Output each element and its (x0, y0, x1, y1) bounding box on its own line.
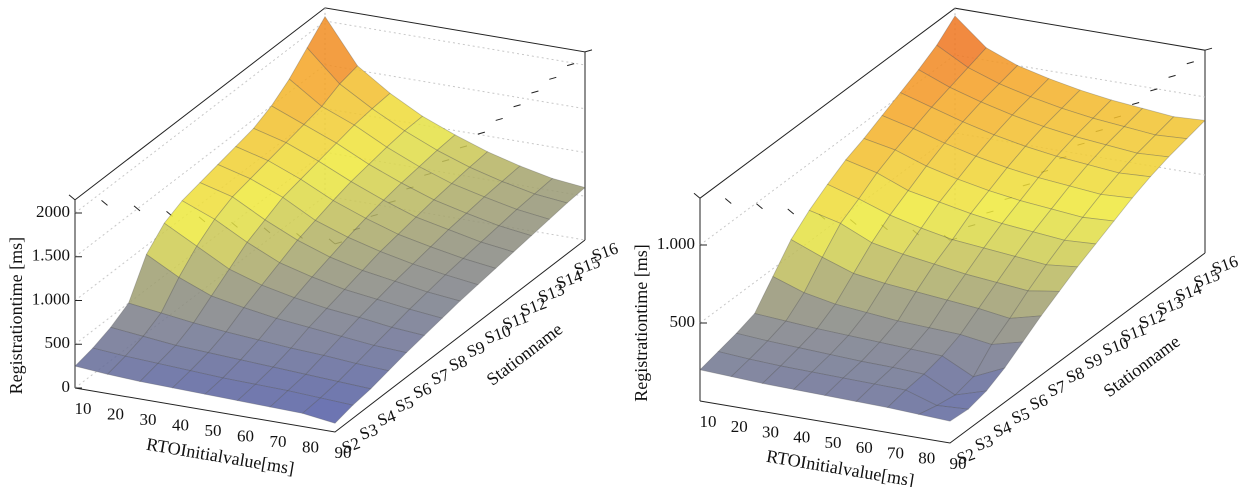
surface-cell (480, 225, 533, 253)
x-tick-label: 40 (172, 415, 189, 434)
tick-mark (531, 90, 539, 94)
surface-plot: 0 500 1.000 1.500 2000 10 20 30 40 50 60 70 80 90S2S3… (6, 7, 621, 478)
x-tick-label: 70 (270, 432, 287, 451)
z-tick-label: 2000 (36, 202, 70, 221)
surface-cell (990, 315, 1042, 345)
surface-cell (1118, 152, 1170, 178)
surface-cell (301, 397, 354, 424)
surface-cell (533, 178, 586, 204)
tick-mark (101, 199, 108, 206)
x-tick-label: 40 (793, 428, 810, 447)
x-tick-label: 10 (75, 399, 92, 418)
tick-mark (1150, 88, 1158, 92)
surface-cell (1081, 193, 1133, 222)
surface-cell (515, 193, 568, 220)
station-tick-label: S16 (1209, 252, 1240, 279)
box-edge (74, 7, 586, 240)
tick-mark (787, 208, 795, 215)
tick-mark (693, 192, 701, 199)
tick-mark (724, 198, 732, 204)
surface-cell (391, 308, 443, 336)
box-edge (699, 7, 1206, 253)
tick-mark (549, 76, 557, 80)
x-tick-label: 30 (762, 422, 779, 441)
x-tick-label: 80 (918, 449, 935, 468)
station-tick-label: S9 (464, 337, 487, 361)
station-tick-label: S5 (393, 392, 416, 416)
x-tick-label: 10 (700, 412, 717, 431)
z-tick-label: 0 (62, 377, 71, 396)
z-tick-label: 500 (670, 312, 696, 331)
surface-cell (917, 405, 970, 422)
tick-mark (567, 63, 575, 67)
station-tick-label: S3 (972, 431, 995, 455)
x-tick-label: 20 (731, 417, 748, 436)
tick-mark (133, 205, 141, 212)
tick-mark (584, 49, 593, 53)
x-tick-label: 60 (237, 426, 254, 445)
x-tick-label: 50 (205, 421, 222, 440)
tick-mark (68, 194, 76, 201)
z-axis-title: Registrationtime [ms] (631, 244, 651, 401)
surface-cell (954, 367, 1006, 396)
station-tick-label: S6 (411, 379, 434, 403)
grid-line (699, 54, 1206, 246)
x-tick-label: 60 (856, 438, 873, 457)
x-tick-label: 50 (825, 433, 842, 452)
tick-mark (1168, 74, 1176, 78)
tick-mark (513, 104, 521, 108)
tick-mark (1204, 47, 1213, 51)
station-tick-label: S2 (954, 444, 977, 468)
x-tick-label: 30 (140, 410, 157, 429)
station-tick-label: S4 (991, 417, 1015, 441)
surface-cell (1027, 264, 1079, 292)
x-tick-label: 70 (887, 443, 904, 462)
x-tick-label: 90 (950, 454, 967, 473)
station-tick-label: S8 (446, 351, 469, 375)
station-tick-label: S3 (357, 420, 380, 444)
station-tick-label: S8 (1063, 363, 1086, 387)
tick-mark (477, 131, 485, 135)
x-tick-label: 80 (302, 437, 319, 456)
z-tick-label: 1.500 (32, 246, 70, 265)
surface-cell (935, 390, 988, 410)
z-axis-title: Registrationtime [ms] (6, 237, 26, 394)
tick-mark (756, 203, 763, 210)
z-tick-label: 500 (45, 333, 71, 352)
station-tick-label: S4 (375, 406, 399, 430)
tick-mark (1132, 102, 1140, 105)
station-tick-label: S2 (339, 433, 362, 457)
box-edge (74, 239, 586, 433)
z-tick-label: 1.000 (657, 234, 695, 253)
station-tick-label: S7 (428, 365, 452, 389)
station-tick-label: S16 (589, 239, 620, 266)
z-tick-label: 1.000 (32, 289, 70, 308)
surface-plot: 500 1.000 10 20 30 40 50 60 70 80 90S2S3S4S5S6S7S8… (631, 7, 1241, 487)
surface-cell (972, 341, 1024, 378)
station-tick-label: S6 (1027, 390, 1050, 414)
x-tick-label: 20 (107, 404, 124, 423)
station-tick-label: S7 (1045, 376, 1069, 400)
x-tick-label: 90 (335, 443, 352, 462)
station-tick-label: S5 (1009, 404, 1032, 428)
tick-mark (1186, 61, 1194, 65)
box-edge (699, 252, 1206, 444)
tick-mark (495, 117, 503, 121)
station-tick-label: S9 (1082, 349, 1105, 373)
surface-cell (1100, 172, 1152, 199)
